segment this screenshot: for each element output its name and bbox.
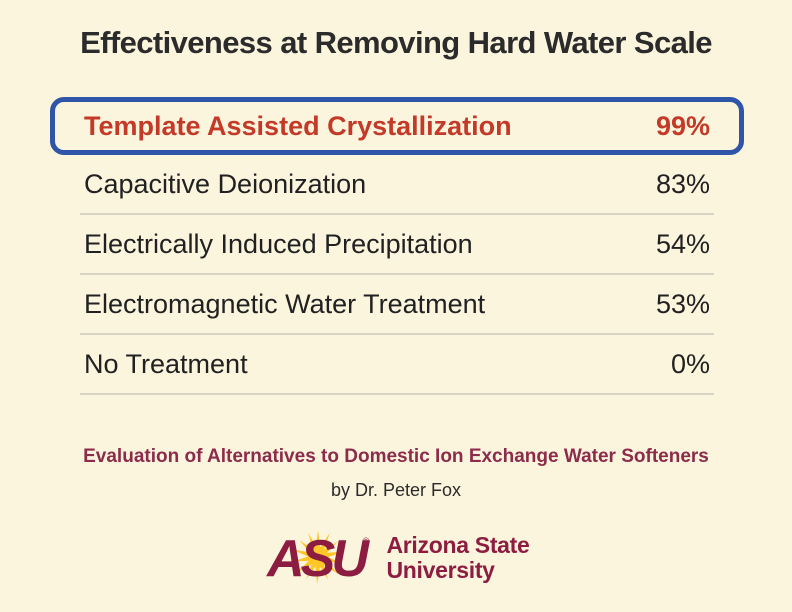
asu-monogram-text: ASU xyxy=(266,530,371,588)
asu-wordmark-line2: University xyxy=(386,557,495,583)
source-byline: by Dr. Peter Fox xyxy=(330,480,462,500)
row-value: 0% xyxy=(670,348,710,379)
source-block: Evaluation of Alternatives to Domestic I… xyxy=(0,446,792,501)
row-value: 83% xyxy=(655,168,710,199)
asu-wordmark: Arizona State University xyxy=(386,533,529,583)
chart-title: Effectiveness at Removing Hard Water Sca… xyxy=(80,25,712,60)
table-row: No Treatment 0% xyxy=(80,335,714,395)
table-row-highlighted: Template Assisted Crystallization 99% xyxy=(50,97,744,155)
source-title: Evaluation of Alternatives to Domestic I… xyxy=(83,446,709,467)
row-label: No Treatment xyxy=(84,348,248,379)
row-label: Electrically Induced Precipitation xyxy=(84,228,473,259)
effectiveness-table: Template Assisted Crystallization 99% Ca… xyxy=(50,97,744,395)
asu-sunburst-icon: ASU ® xyxy=(266,530,374,588)
asu-wordmark-line1: Arizona State xyxy=(386,532,530,559)
asu-trademark: ® xyxy=(363,536,370,546)
row-value: 54% xyxy=(655,228,710,259)
table-row: Electrically Induced Precipitation 54% xyxy=(80,215,714,275)
row-label: Capacitive Deionization xyxy=(84,168,367,199)
row-label: Template Assisted Crystallization xyxy=(84,110,512,141)
row-value: 53% xyxy=(655,288,710,319)
row-label: Electromagnetic Water Treatment xyxy=(84,288,486,319)
asu-monogram: ASU ® xyxy=(262,528,374,588)
row-value: 99% xyxy=(655,110,710,141)
table-row: Capacitive Deionization 83% xyxy=(80,155,714,215)
table-row: Electromagnetic Water Treatment 53% xyxy=(80,275,714,335)
asu-logo: ASU ® Arizona State University xyxy=(0,528,792,588)
